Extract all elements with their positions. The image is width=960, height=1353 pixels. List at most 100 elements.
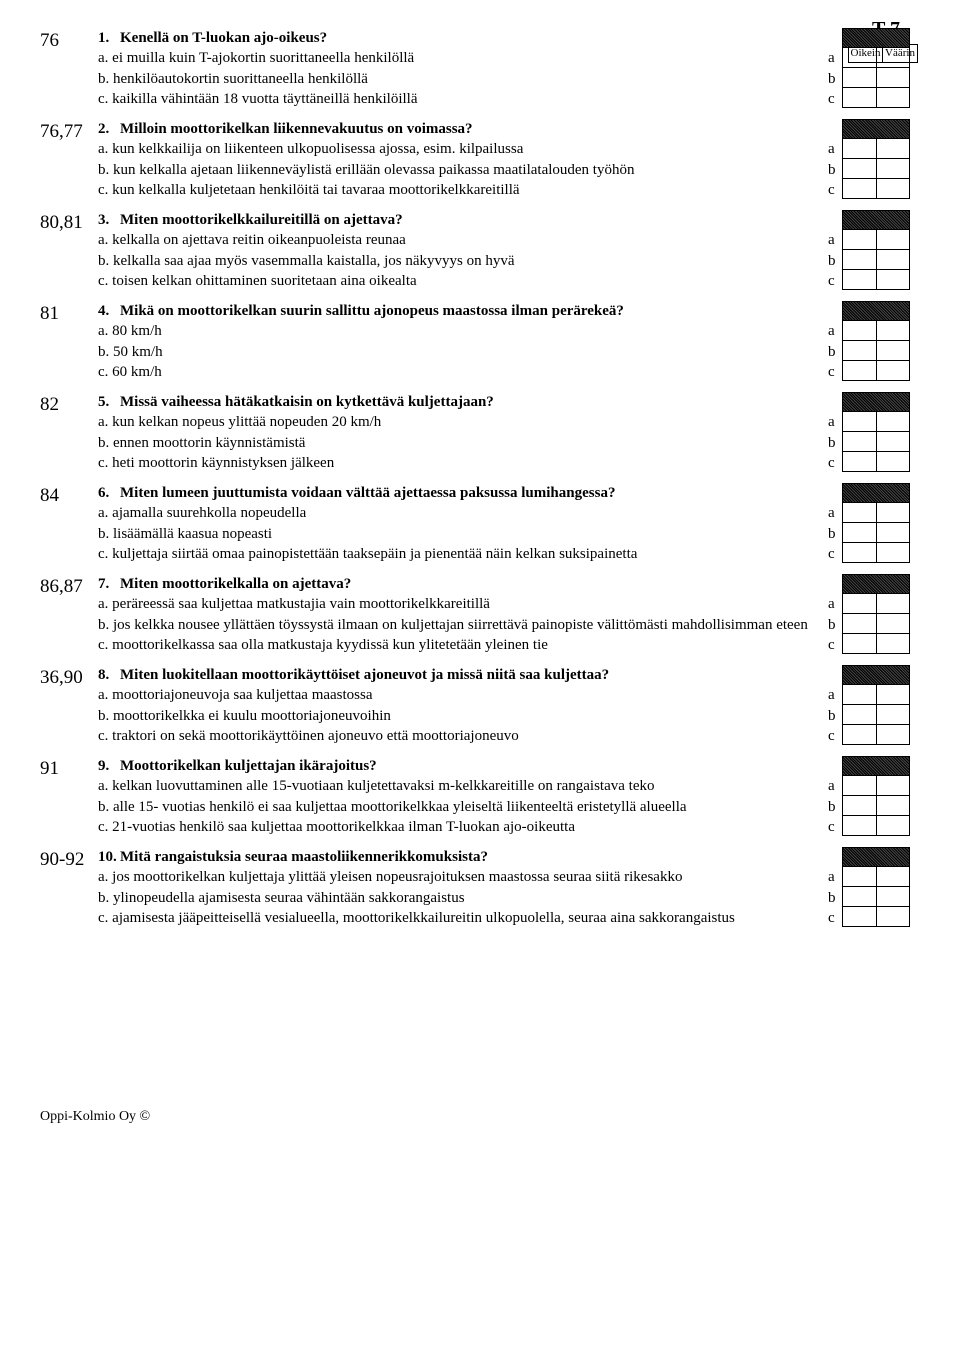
answer-cell-wrong[interactable] [877, 685, 911, 705]
answer-cell-wrong[interactable] [877, 412, 911, 432]
option-prefix: b. [98, 617, 113, 633]
question-body: 3.Miten moottorikelkkailureitillä on aje… [98, 210, 920, 291]
option-prefix: c. [98, 273, 112, 289]
option-row: b. ylinopeudella ajamisesta seuraa vähin… [98, 888, 810, 908]
answer-cells [842, 68, 910, 88]
option-prefix: a. [98, 869, 112, 885]
option-prefix: c. [98, 637, 112, 653]
answer-cell-wrong[interactable] [877, 796, 911, 816]
option-content: kun kelkkailija on liikenteen ulkopuolis… [112, 141, 523, 157]
answer-cell-correct[interactable] [842, 230, 877, 250]
answer-cell-correct[interactable] [842, 432, 877, 452]
answer-cell-wrong[interactable] [877, 361, 911, 381]
question-title: 10.Mitä rangaistuksia seuraa maastoliike… [98, 847, 810, 867]
answer-cell-correct[interactable] [842, 412, 877, 432]
answer-cell-correct[interactable] [842, 523, 877, 543]
answer-cell-correct[interactable] [842, 705, 877, 725]
option-content: moottorikelkka ei kuulu moottoriajoneuvo… [113, 708, 391, 724]
answer-cell-correct[interactable] [842, 796, 877, 816]
answer-cell-wrong[interactable] [877, 88, 911, 108]
answer-cell-correct[interactable] [842, 907, 877, 927]
answer-cells [842, 594, 910, 614]
answer-cells [842, 705, 910, 725]
answer-cell-correct[interactable] [842, 250, 877, 270]
answer-cell-wrong[interactable] [877, 179, 911, 199]
option-row: a. kelkan luovuttaminen alle 15-vuotiaan… [98, 776, 810, 796]
answer-cell-wrong[interactable] [877, 432, 911, 452]
answer-cells [842, 543, 910, 563]
answer-cells [842, 867, 910, 887]
answer-cell-correct[interactable] [842, 725, 877, 745]
page-ref: 81 [40, 301, 98, 327]
answer-cell-wrong[interactable] [877, 452, 911, 472]
answer-cells [842, 412, 910, 432]
answer-cell-wrong[interactable] [877, 68, 911, 88]
answer-cell-wrong[interactable] [877, 543, 911, 563]
answer-cell-correct[interactable] [842, 887, 877, 907]
answer-cell-correct[interactable] [842, 543, 877, 563]
answer-stripe [842, 210, 910, 230]
answer-cells [842, 776, 910, 796]
option-row: a. moottoriajoneuvoja saa kuljettaa maas… [98, 685, 810, 705]
answer-cells [842, 48, 910, 68]
answer-cell-correct[interactable] [842, 685, 877, 705]
answer-cell-wrong[interactable] [877, 634, 911, 654]
answer-cell-correct[interactable] [842, 816, 877, 836]
answer-cell-wrong[interactable] [877, 776, 911, 796]
answer-cells [842, 230, 910, 250]
answer-cell-correct[interactable] [842, 361, 877, 381]
answer-cells [842, 614, 910, 634]
answer-cell-correct[interactable] [842, 776, 877, 796]
answer-cell-correct[interactable] [842, 179, 877, 199]
answer-stripe [842, 119, 910, 139]
answer-cell-correct[interactable] [842, 139, 877, 159]
option-row: c. kun kelkalla kuljetetaan henkilöitä t… [98, 180, 810, 200]
answer-cell-correct[interactable] [842, 452, 877, 472]
option-prefix: b. [98, 890, 113, 906]
answer-cell-wrong[interactable] [877, 887, 911, 907]
answer-cell-wrong[interactable] [877, 48, 911, 68]
answer-cell-wrong[interactable] [877, 816, 911, 836]
option-text: b. ennen moottorin käynnistämistä [98, 433, 810, 453]
answer-cell-wrong[interactable] [877, 725, 911, 745]
answer-cell-wrong[interactable] [877, 230, 911, 250]
option-row: c. kuljettaja siirtää omaa painopistettä… [98, 544, 810, 564]
answer-cell-correct[interactable] [842, 867, 877, 887]
answer-cell-wrong[interactable] [877, 139, 911, 159]
answer-cell-correct[interactable] [842, 68, 877, 88]
answer-cell-wrong[interactable] [877, 270, 911, 290]
answer-cell-wrong[interactable] [877, 594, 911, 614]
answer-cell-correct[interactable] [842, 321, 877, 341]
option-letter: c [828, 89, 840, 109]
answer-cell-wrong[interactable] [877, 614, 911, 634]
answer-cell-wrong[interactable] [877, 867, 911, 887]
option-content: ajamisesta jääpeitteisellä vesialueella,… [112, 910, 735, 926]
answer-cell-correct[interactable] [842, 594, 877, 614]
answer-cell-wrong[interactable] [877, 503, 911, 523]
answer-cell-wrong[interactable] [877, 907, 911, 927]
answer-cell-correct[interactable] [842, 159, 877, 179]
answer-cells [842, 341, 910, 361]
answer-cell-correct[interactable] [842, 270, 877, 290]
question-title-text: Moottorikelkan kuljettajan ikärajoitus? [120, 756, 377, 776]
option-content: jos kelkka nousee yllättäen töyssystä il… [113, 617, 808, 633]
answer-cell-wrong[interactable] [877, 250, 911, 270]
answer-cell-wrong[interactable] [877, 341, 911, 361]
option-text: c. 21-vuotias henkilö saa kuljettaa moot… [98, 817, 810, 837]
answer-cell-correct[interactable] [842, 341, 877, 361]
answer-cell-correct[interactable] [842, 88, 877, 108]
answer-cell-correct[interactable] [842, 503, 877, 523]
question-body: 6.Miten lumeen juuttumista voidaan vältt… [98, 483, 920, 564]
question-title-text: Miten luokitellaan moottorikäyttöiset aj… [120, 665, 609, 685]
answer-cell-wrong[interactable] [877, 321, 911, 341]
option-letter: c [828, 817, 840, 837]
option-text: b. moottorikelkka ei kuulu moottoriajone… [98, 706, 810, 726]
answer-cell-correct[interactable] [842, 614, 877, 634]
option-row: b. jos kelkka nousee yllättäen töyssystä… [98, 615, 810, 635]
answer-cell-correct[interactable] [842, 634, 877, 654]
answer-cell-wrong[interactable] [877, 705, 911, 725]
answer-cell-wrong[interactable] [877, 159, 911, 179]
answer-cell-correct[interactable] [842, 48, 877, 68]
answer-cells [842, 503, 910, 523]
answer-cell-wrong[interactable] [877, 523, 911, 543]
